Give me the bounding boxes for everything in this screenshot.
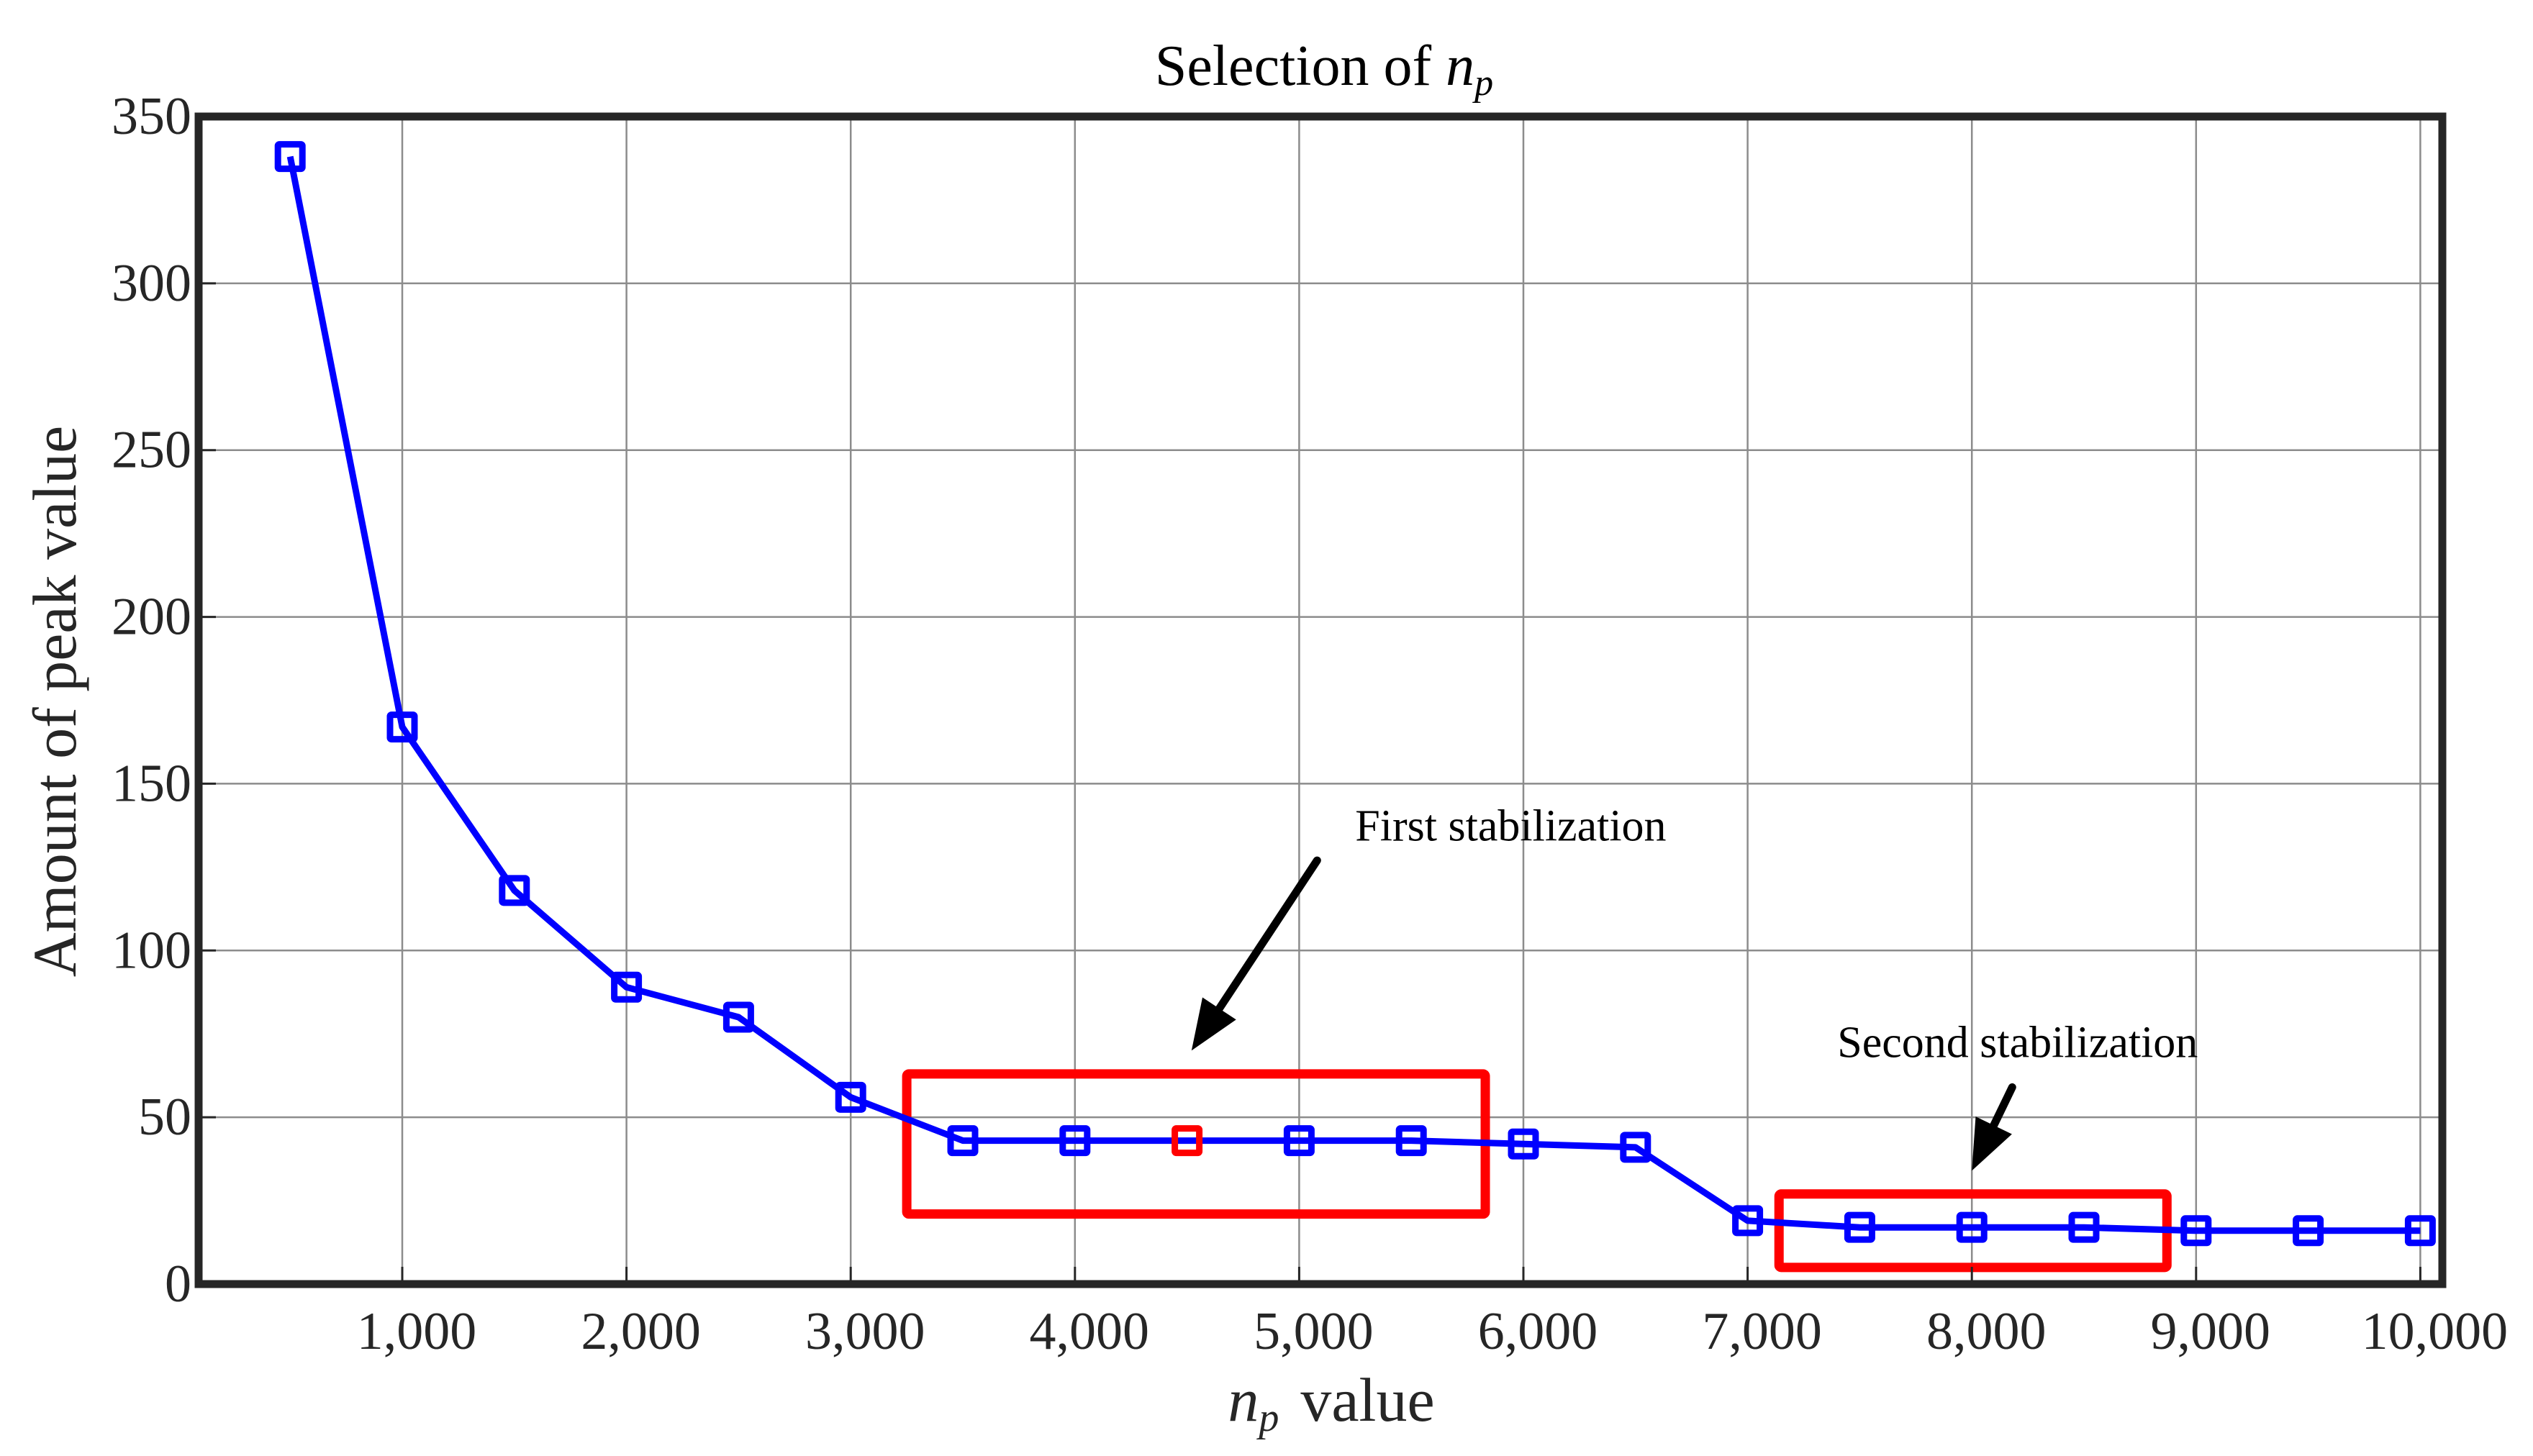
x-tick-label: 7,000: [1702, 1302, 1822, 1361]
y-tick-label: 50: [138, 1088, 191, 1147]
annotation-label: First stabilization: [1355, 801, 1666, 850]
x-tick-label: 10,000: [2362, 1302, 2509, 1361]
y-tick-label: 300: [112, 254, 191, 313]
x-tick-label: 5,000: [1254, 1302, 1374, 1361]
y-tick-label: 0: [165, 1255, 191, 1314]
data-point-marker: [1172, 1125, 1203, 1157]
x-tick-label: 4,000: [1030, 1302, 1150, 1361]
x-tick-label: 1,000: [357, 1302, 477, 1361]
y-axis-label: Amount of peak value: [20, 426, 89, 978]
annotations: First stabilization Second stabilization: [1191, 801, 2198, 1171]
y-tick-label: 150: [112, 754, 191, 813]
y-tick-label: 350: [112, 87, 191, 146]
tick-labels: 1,000 2,000 3,000 4,000 5,000 6,000 7,000 8,000…: [112, 87, 2508, 1361]
data-point-marker: [1283, 1125, 1315, 1157]
data-point-marker: [1059, 1125, 1091, 1157]
y-tick-label: 100: [112, 921, 191, 980]
data-series: [274, 141, 2436, 1247]
data-point-marker: [1844, 1211, 1875, 1243]
arrow-head-icon: [1191, 997, 1236, 1051]
x-tick-label: 8,000: [1926, 1302, 2047, 1361]
data-point-marker: [1956, 1211, 1988, 1243]
x-tick-label: 6,000: [1478, 1302, 1598, 1361]
data-point-marker: [2068, 1211, 2100, 1243]
x-tick-label: 2,000: [581, 1302, 701, 1361]
data-point-marker: [2404, 1215, 2436, 1247]
data-point-marker: [1508, 1128, 1539, 1160]
x-tick-label: 3,000: [805, 1302, 925, 1361]
data-point-marker: [947, 1125, 979, 1157]
y-tick-label: 200: [112, 588, 191, 647]
x-axis-label: np value: [1228, 1365, 1434, 1440]
data-point-marker: [2180, 1215, 2212, 1247]
data-point-marker: [611, 971, 643, 1003]
plot-frame: [194, 112, 2447, 1288]
series-line: [286, 155, 2421, 1234]
data-point-marker: [1395, 1125, 1427, 1157]
y-tick-label: 250: [112, 421, 191, 480]
grid-lines: [199, 115, 2442, 1286]
annotation-label: Second stabilization: [1837, 1019, 2198, 1068]
data-point-marker: [1732, 1205, 1764, 1237]
data-point-marker: [499, 875, 530, 906]
x-tick-label: 9,000: [2151, 1302, 2271, 1361]
data-point-marker: [274, 141, 306, 173]
arrow-head-icon: [1972, 1116, 2012, 1171]
axes-frame: [194, 112, 2447, 1288]
data-point-marker: [2293, 1215, 2324, 1247]
arrow-icon: [1990, 1083, 2016, 1129]
arrow-icon: [1215, 856, 1321, 1013]
data-point-marker: [835, 1081, 866, 1113]
data-point-marker: [1620, 1132, 1651, 1163]
data-point-marker: [722, 1001, 754, 1033]
chart-title: Selection of np: [1155, 35, 1493, 104]
data-point-marker: [386, 711, 418, 743]
